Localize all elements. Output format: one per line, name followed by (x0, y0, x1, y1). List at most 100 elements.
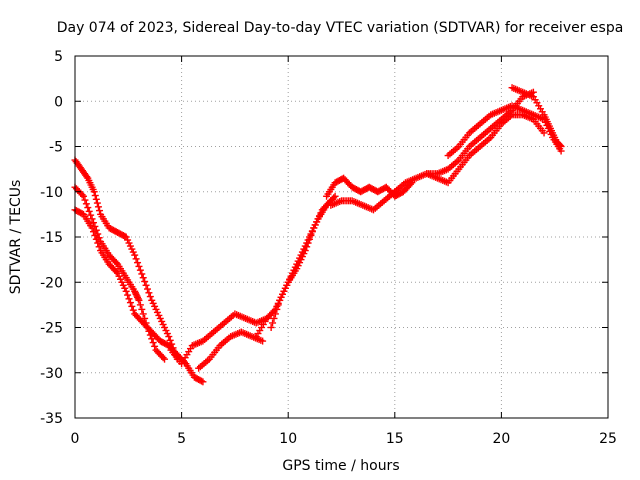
data-point (136, 266, 144, 274)
data-point (145, 289, 153, 297)
data-point (146, 293, 154, 301)
data-point (267, 324, 275, 331)
data-point (83, 173, 91, 181)
data-point (84, 204, 92, 212)
data-point (259, 337, 267, 345)
y-tick-label: -15 (40, 230, 63, 246)
data-point (540, 129, 548, 137)
data-point (138, 270, 146, 278)
y-tick-label: 5 (54, 49, 63, 65)
data-point (273, 305, 281, 313)
ticks-layer: 0 5 10 15 20 25 -35 -30 -25 -20 -15 -10 -5 0 5 (40, 49, 617, 447)
data-point (199, 378, 207, 386)
points-layer (71, 84, 565, 386)
data-point (141, 277, 149, 285)
data-point (94, 239, 102, 247)
data-point (274, 301, 282, 309)
data-point (308, 228, 316, 236)
x-tick-label: 20 (492, 431, 510, 447)
data-point (165, 333, 173, 341)
y-tick-label: -5 (49, 140, 63, 156)
data-point (138, 305, 146, 313)
series-sat-trace-1 (71, 156, 181, 363)
data-point (303, 243, 311, 251)
data-point (92, 235, 100, 243)
data-point (331, 192, 339, 200)
data-point (134, 295, 142, 303)
data-point (81, 196, 89, 204)
data-point (91, 192, 99, 200)
y-tick-label: -10 (40, 185, 63, 201)
data-point (112, 268, 120, 276)
data-point (136, 301, 144, 309)
data-point (131, 251, 139, 259)
data-point (134, 259, 142, 267)
y-tick-label: 0 (54, 94, 63, 110)
data-point (82, 200, 90, 208)
data-point (135, 296, 143, 304)
data-point (139, 310, 147, 318)
series-sat-trace-7 (267, 197, 335, 331)
series-sat-trace-12 (444, 102, 565, 160)
data-point (94, 203, 102, 211)
data-point (557, 143, 565, 150)
data-point (92, 195, 100, 203)
data-point (159, 354, 167, 362)
data-point (78, 191, 86, 199)
x-tick-label: 25 (599, 431, 617, 447)
data-point (132, 255, 140, 263)
data-point (112, 259, 120, 267)
data-point (139, 274, 147, 282)
data-point (93, 199, 101, 207)
data-point (124, 291, 132, 299)
data-point (166, 336, 174, 344)
series-sat-trace-6 (252, 192, 339, 341)
data-point (197, 377, 205, 385)
data-point (122, 287, 130, 295)
data-point (85, 207, 93, 215)
data-point (91, 231, 99, 239)
data-point (304, 239, 312, 247)
series-sat-trace-11 (423, 111, 548, 187)
data-point (80, 192, 88, 200)
chart-title: Day 074 of 2023, Sidereal Day-to-day VTE… (57, 20, 624, 36)
data-point (135, 262, 143, 270)
y-tick-label: -35 (40, 411, 63, 427)
series-sat-trace-9 (327, 188, 399, 214)
data-point (126, 299, 134, 307)
y-tick-label: -20 (40, 275, 63, 291)
data-point (148, 335, 156, 343)
data-point (149, 339, 157, 347)
data-point (90, 188, 98, 196)
y-tick-label: -30 (40, 366, 63, 382)
data-point (88, 224, 96, 232)
y-tick-label: -25 (40, 321, 63, 337)
data-point (556, 141, 564, 149)
x-tick-label: 15 (386, 431, 404, 447)
x-tick-label: 5 (177, 431, 186, 447)
data-point (95, 243, 103, 251)
data-point (142, 281, 150, 289)
data-point (556, 142, 564, 150)
data-point (125, 295, 133, 303)
x-tick-label: 10 (279, 431, 297, 447)
data-point (151, 342, 159, 350)
data-point (306, 235, 314, 243)
data-point (161, 355, 169, 363)
series-sat-trace-13 (508, 84, 565, 150)
data-point (270, 314, 278, 322)
data-point (121, 232, 129, 240)
x-axis-label: GPS time / hours (282, 458, 399, 474)
data-point (271, 310, 279, 318)
data-point (269, 319, 277, 327)
data-point (128, 302, 136, 310)
data-point (301, 247, 309, 255)
y-axis-label: SDTVAR / TECUs (8, 180, 24, 295)
data-point (307, 231, 315, 239)
data-point (129, 306, 137, 314)
x-tick-label: 0 (71, 431, 80, 447)
data-point (143, 285, 151, 293)
data-point (96, 207, 104, 215)
